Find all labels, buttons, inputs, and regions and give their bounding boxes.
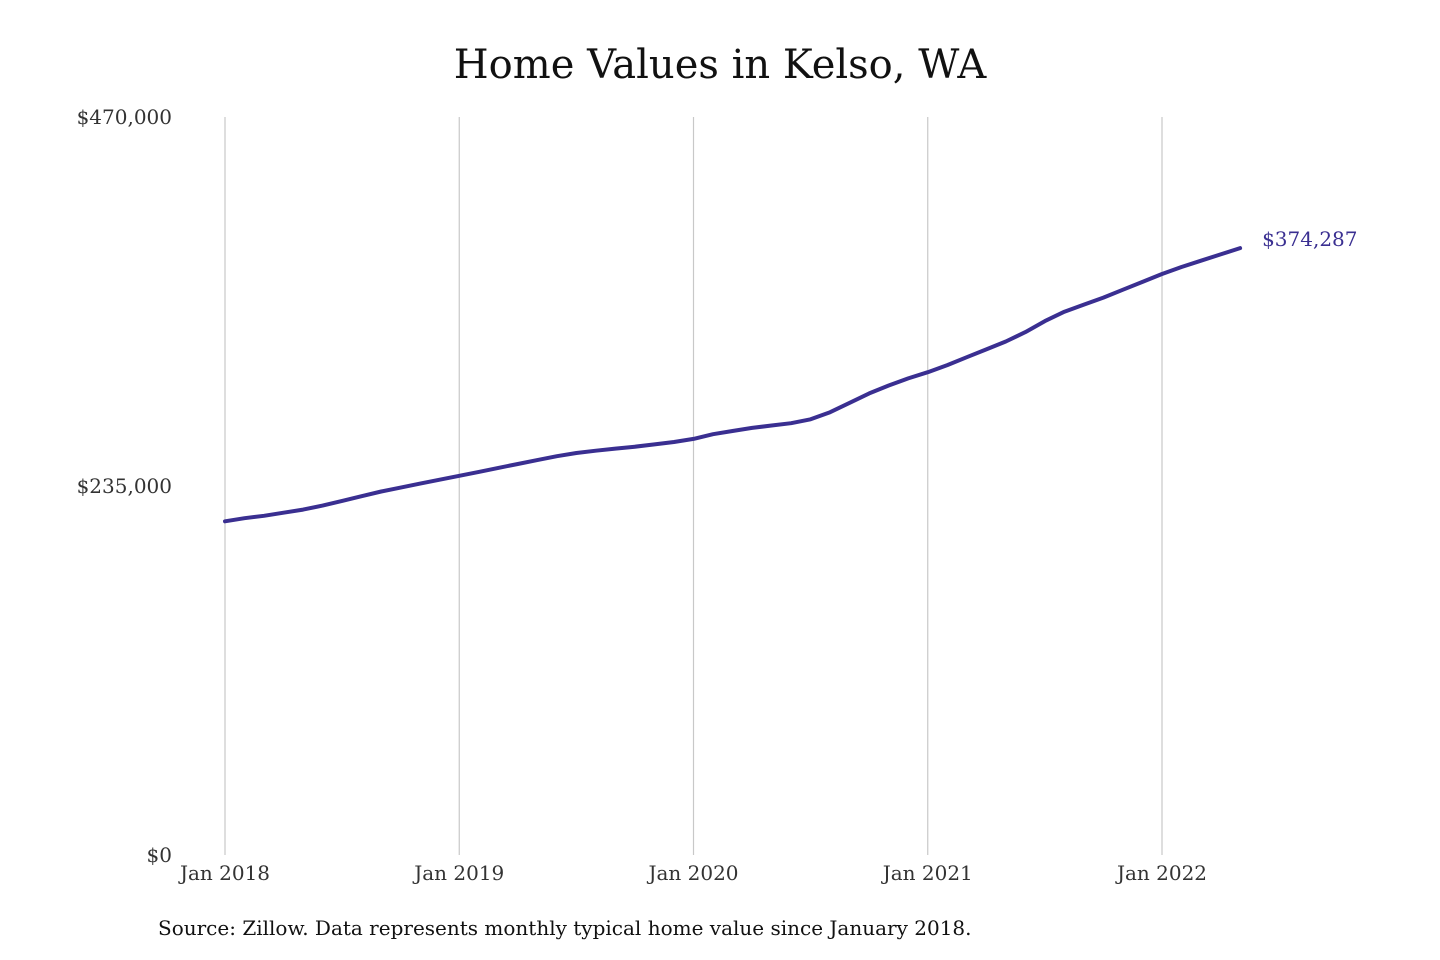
x-tick-label: Jan 2021: [881, 861, 973, 885]
y-tick-label: $0: [147, 843, 172, 867]
y-tick-label: $470,000: [77, 105, 172, 129]
series-line: [223, 246, 1243, 524]
end-labels: $374,287: [1262, 227, 1357, 251]
chart-title: Home Values in Kelso, WA: [453, 42, 987, 88]
series-group: [223, 246, 1243, 524]
x-axis-ticks: Jan 2018 Jan 2019 Jan 2020 Jan 2021 Jan 2022: [178, 861, 1207, 885]
x-tick-label: Jan 2020: [646, 861, 738, 885]
x-tick-label: Jan 2019: [412, 861, 504, 885]
x-tick-label: Jan 2018: [178, 861, 270, 885]
y-axis-ticks: $0 $235,000 $470,000: [77, 105, 172, 867]
y-tick-label: $235,000: [77, 474, 172, 498]
x-tick-label: Jan 2022: [1115, 861, 1207, 885]
gridlines: [224, 117, 1163, 855]
source-note: Source: Zillow. Data represents monthly …: [158, 916, 972, 940]
end-value-label: $374,287: [1262, 227, 1357, 251]
